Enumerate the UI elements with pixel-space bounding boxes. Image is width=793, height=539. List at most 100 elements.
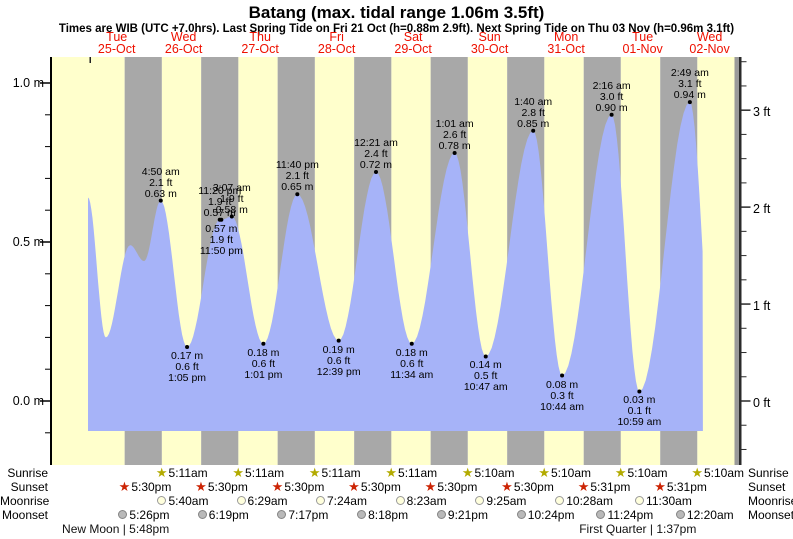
tide-curve — [88, 102, 703, 431]
tide-label-line: 1:40 am — [514, 95, 553, 108]
moonset-time: 8:18pm — [368, 507, 409, 522]
day-label: Tue 01-Nov — [622, 31, 663, 56]
right-axis-tick — [741, 303, 751, 305]
day-date: 26-Oct — [164, 41, 203, 56]
sunrise-entry: ★ 5:11am — [309, 466, 361, 480]
high-tide-label: 1:40 am 2.8 ft 0.85 m — [514, 95, 553, 130]
tide-label-line: 0.6 ft — [175, 360, 199, 373]
sunset-star-icon: ★ — [118, 479, 131, 494]
day-date: 31-Oct — [547, 41, 585, 56]
y-axis-right-label: 3 ft — [753, 105, 771, 120]
sunrise-entry: ★ 5:11am — [156, 466, 208, 480]
tide-label-line: 1:01 pm — [244, 368, 283, 381]
tide-label-line: 2.8 ft — [521, 106, 545, 119]
high-tide-label: 2:16 am 3.0 ft 0.90 m — [592, 79, 631, 114]
sunrise-time: 5:11am — [398, 465, 438, 480]
moonrise-time: 11:30am — [646, 493, 692, 508]
day-label: Thu 27-Oct — [241, 30, 279, 56]
left-axis-tick — [45, 432, 50, 434]
day-stripe — [697, 57, 735, 465]
day-label: Fri 28-Oct — [318, 30, 356, 55]
sunset-entry: ★ 5:30pm — [272, 480, 325, 494]
sunset-entry: ★ 5:30pm — [425, 480, 478, 494]
tide-point-dot — [452, 150, 457, 155]
tide-point-dot — [609, 112, 614, 117]
right-axis-tick — [741, 424, 747, 426]
moonset-time: 5:26pm — [129, 507, 170, 522]
day-label: Wed 26-Oct — [164, 30, 203, 56]
moonset-time: 12:20am — [686, 507, 734, 522]
tide-label-line: 11:50 pm — [199, 244, 243, 257]
tide-label-line: 11:40 pm — [275, 159, 319, 172]
day-name: Tue — [106, 30, 128, 44]
sunset-entry: ★ 5:31pm — [654, 480, 707, 494]
day-name: Wed — [170, 30, 197, 44]
tide-label-line: 1:05 pm — [168, 371, 207, 384]
tide-label-line: 2.1 ft — [149, 176, 173, 189]
tide-label-line: 2.4 ft — [364, 148, 388, 161]
tide-label-line: 0.6 ft — [327, 354, 351, 367]
sunset-star-icon: ★ — [348, 479, 360, 494]
left-axis-tick — [45, 305, 50, 307]
moonrise-entry: 6:29am — [236, 494, 288, 508]
day-date: 01-Nov — [622, 41, 663, 56]
tide-label-line: 0.08 m — [546, 378, 579, 391]
day-label: Sat 29-Oct — [394, 30, 432, 55]
sunrise-entry: ★ 5:10am — [691, 466, 744, 480]
day-name: Fri — [329, 30, 344, 44]
tide-label-line: 2.1 ft — [285, 170, 309, 183]
tide-point-dot — [687, 100, 692, 105]
right-axis-tick — [741, 230, 747, 232]
astro-row-label-right: Moonset — [748, 507, 793, 522]
astro-row-label-left: Moonset — [1, 507, 48, 522]
moonset-time: 11:24pm — [607, 507, 654, 522]
astro-row-label-right: Sunrise — [748, 465, 789, 480]
tide-point-dot — [637, 389, 642, 394]
high-tide-label: 2:49 am 3.1 ft 0.94 m — [671, 68, 709, 101]
sunrise-time: 5:10am — [474, 465, 515, 480]
sunset-entry: ★ 5:30pm — [348, 480, 401, 494]
tide-label-line: 0.94 m — [673, 89, 706, 102]
moonrise-entry: 9:25am — [475, 494, 526, 508]
day-name: Mon — [553, 30, 579, 44]
sunrise-star-icon: ★ — [308, 465, 321, 480]
astro-row-label-left: Sunset — [10, 479, 48, 494]
moonset-time: 7:17pm — [288, 507, 329, 522]
moonrise-icon — [475, 496, 485, 505]
sunrise-star-icon: ★ — [385, 465, 398, 480]
tide-label-line: 0.03 m — [623, 394, 656, 407]
moonset-entry: 11:24pm — [596, 508, 653, 522]
right-axis-tick — [741, 279, 747, 281]
sunset-star-icon: ★ — [424, 479, 437, 494]
tide-point-dot — [158, 198, 163, 203]
low-tide-label: 0.03 m 0.1 ft 10:59 am — [617, 395, 661, 428]
sunrise-star-icon: ★ — [614, 465, 627, 480]
right-axis-tick — [741, 158, 747, 160]
sunset-time: 5:30pm — [437, 479, 478, 494]
sunset-star-icon: ★ — [271, 479, 284, 494]
moonrise-time: 7:24am — [326, 493, 367, 508]
right-axis-tick — [741, 376, 747, 378]
tide-label-line: 0.6 ft — [251, 357, 276, 370]
tide-label-line: 2:16 am — [592, 79, 631, 92]
moonset-icon — [357, 510, 367, 519]
tide-label-line: 0.90 m — [595, 101, 628, 114]
right-axis-tick — [741, 448, 747, 450]
moonset-time: 6:19pm — [208, 507, 249, 522]
sunrise-time: 5:10am — [704, 465, 745, 480]
y-axis-left-label: 1.0 m — [12, 76, 44, 90]
tide-label-line: 1.9 ft — [208, 195, 232, 208]
day-date: 27-Oct — [241, 41, 279, 56]
tide-label-line: 2.6 ft — [442, 128, 467, 141]
low-tide-label: 0.14 m 0.5 ft 10:47 am — [464, 360, 508, 393]
tide-label-line: 12:21 am — [354, 137, 398, 150]
right-axis-tick — [741, 85, 747, 87]
sunrise-entry: ★ 5:10am — [538, 466, 591, 480]
right-axis-tick — [741, 133, 747, 135]
moonrise-entry: 7:24am — [315, 493, 367, 508]
sunrise-entry: ★ 5:10am — [615, 466, 668, 480]
day-name: Thu — [249, 30, 271, 44]
day-name: Sat — [403, 30, 423, 44]
tide-label-line: 0.14 m — [469, 359, 502, 372]
sunrise-star-icon: ★ — [232, 465, 245, 480]
